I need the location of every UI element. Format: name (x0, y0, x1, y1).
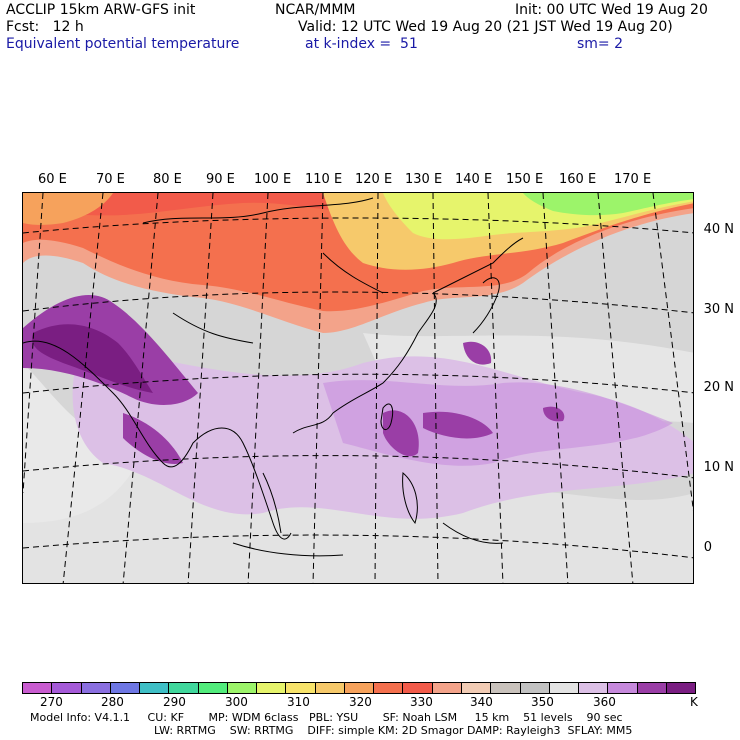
lat-label: 40 N (703, 222, 734, 237)
legend-swatch (637, 683, 667, 693)
lat-label: 20 N (703, 380, 734, 395)
legend-swatch (579, 683, 609, 693)
lon-label: 130 E (405, 172, 443, 187)
lat-label: 30 N (703, 302, 734, 317)
color-legend (22, 682, 696, 694)
lon-label: 100 E (254, 172, 292, 187)
model-info-line2: LW: RRTMG SW: RRTMG DIFF: simple KM: 2D … (154, 724, 633, 737)
field-name: Equivalent potential temperature (6, 36, 240, 52)
lon-label: 90 E (206, 172, 235, 187)
lat-label: 10 N (703, 460, 734, 475)
lon-label: 140 E (455, 172, 493, 187)
legend-swatch (81, 683, 111, 693)
legend-swatch (491, 683, 521, 693)
lat-label: 0 (703, 540, 712, 555)
valid-time: Valid: 12 UTC Wed 19 Aug 20 (21 JST Wed … (298, 19, 673, 35)
legend-swatch (315, 683, 345, 693)
legend-tick: 270 (40, 695, 63, 709)
map-panel (22, 192, 694, 584)
agency-label: NCAR/MMM (275, 2, 356, 18)
legend-swatch (432, 683, 462, 693)
legend-swatch (110, 683, 141, 693)
theta-e-field (23, 193, 693, 583)
lon-label: 110 E (305, 172, 343, 187)
legend-swatch (286, 683, 316, 693)
legend-swatch (461, 683, 492, 693)
lon-label: 70 E (96, 172, 125, 187)
model-title: ACCLIP 15km ARW-GFS init (6, 2, 196, 18)
lon-label: 170 E (614, 172, 652, 187)
legend-swatch (257, 683, 287, 693)
legend-swatch (344, 683, 375, 693)
legend-swatch (52, 683, 82, 693)
forecast-hour: Fcst: 12 h (6, 19, 84, 35)
legend-tick: 280 (101, 695, 124, 709)
legend-swatch (23, 683, 53, 693)
legend-swatch (227, 683, 258, 693)
lon-label: 120 E (355, 172, 393, 187)
legend-tick: 310 (287, 695, 310, 709)
legend-swatch (140, 683, 170, 693)
lon-label: 150 E (506, 172, 544, 187)
legend-swatch (608, 683, 638, 693)
legend-tick: 340 (470, 695, 493, 709)
legend-tick: 290 (163, 695, 186, 709)
model-info-line1: Model Info: V4.1.1 CU: KF MP: WDM 6class… (30, 711, 623, 724)
legend-tick: 350 (531, 695, 554, 709)
lon-label: 160 E (559, 172, 597, 187)
legend-swatch (666, 683, 696, 693)
init-time: Init: 00 UTC Wed 19 Aug 20 (515, 2, 708, 18)
smoothing: sm= 2 (577, 36, 624, 52)
level-index: at k-index = 51 (305, 36, 418, 52)
legend-tick: 330 (410, 695, 433, 709)
legend-unit: K (690, 695, 698, 709)
legend-tick: 300 (225, 695, 248, 709)
legend-swatch (520, 683, 550, 693)
legend-swatch (374, 683, 404, 693)
lon-label: 80 E (153, 172, 182, 187)
legend-tick: 320 (349, 695, 372, 709)
legend-swatch (169, 683, 199, 693)
legend-tick: 360 (593, 695, 616, 709)
legend-swatch (549, 683, 580, 693)
legend-swatch (198, 683, 228, 693)
legend-swatch (403, 683, 433, 693)
lon-label: 60 E (38, 172, 67, 187)
